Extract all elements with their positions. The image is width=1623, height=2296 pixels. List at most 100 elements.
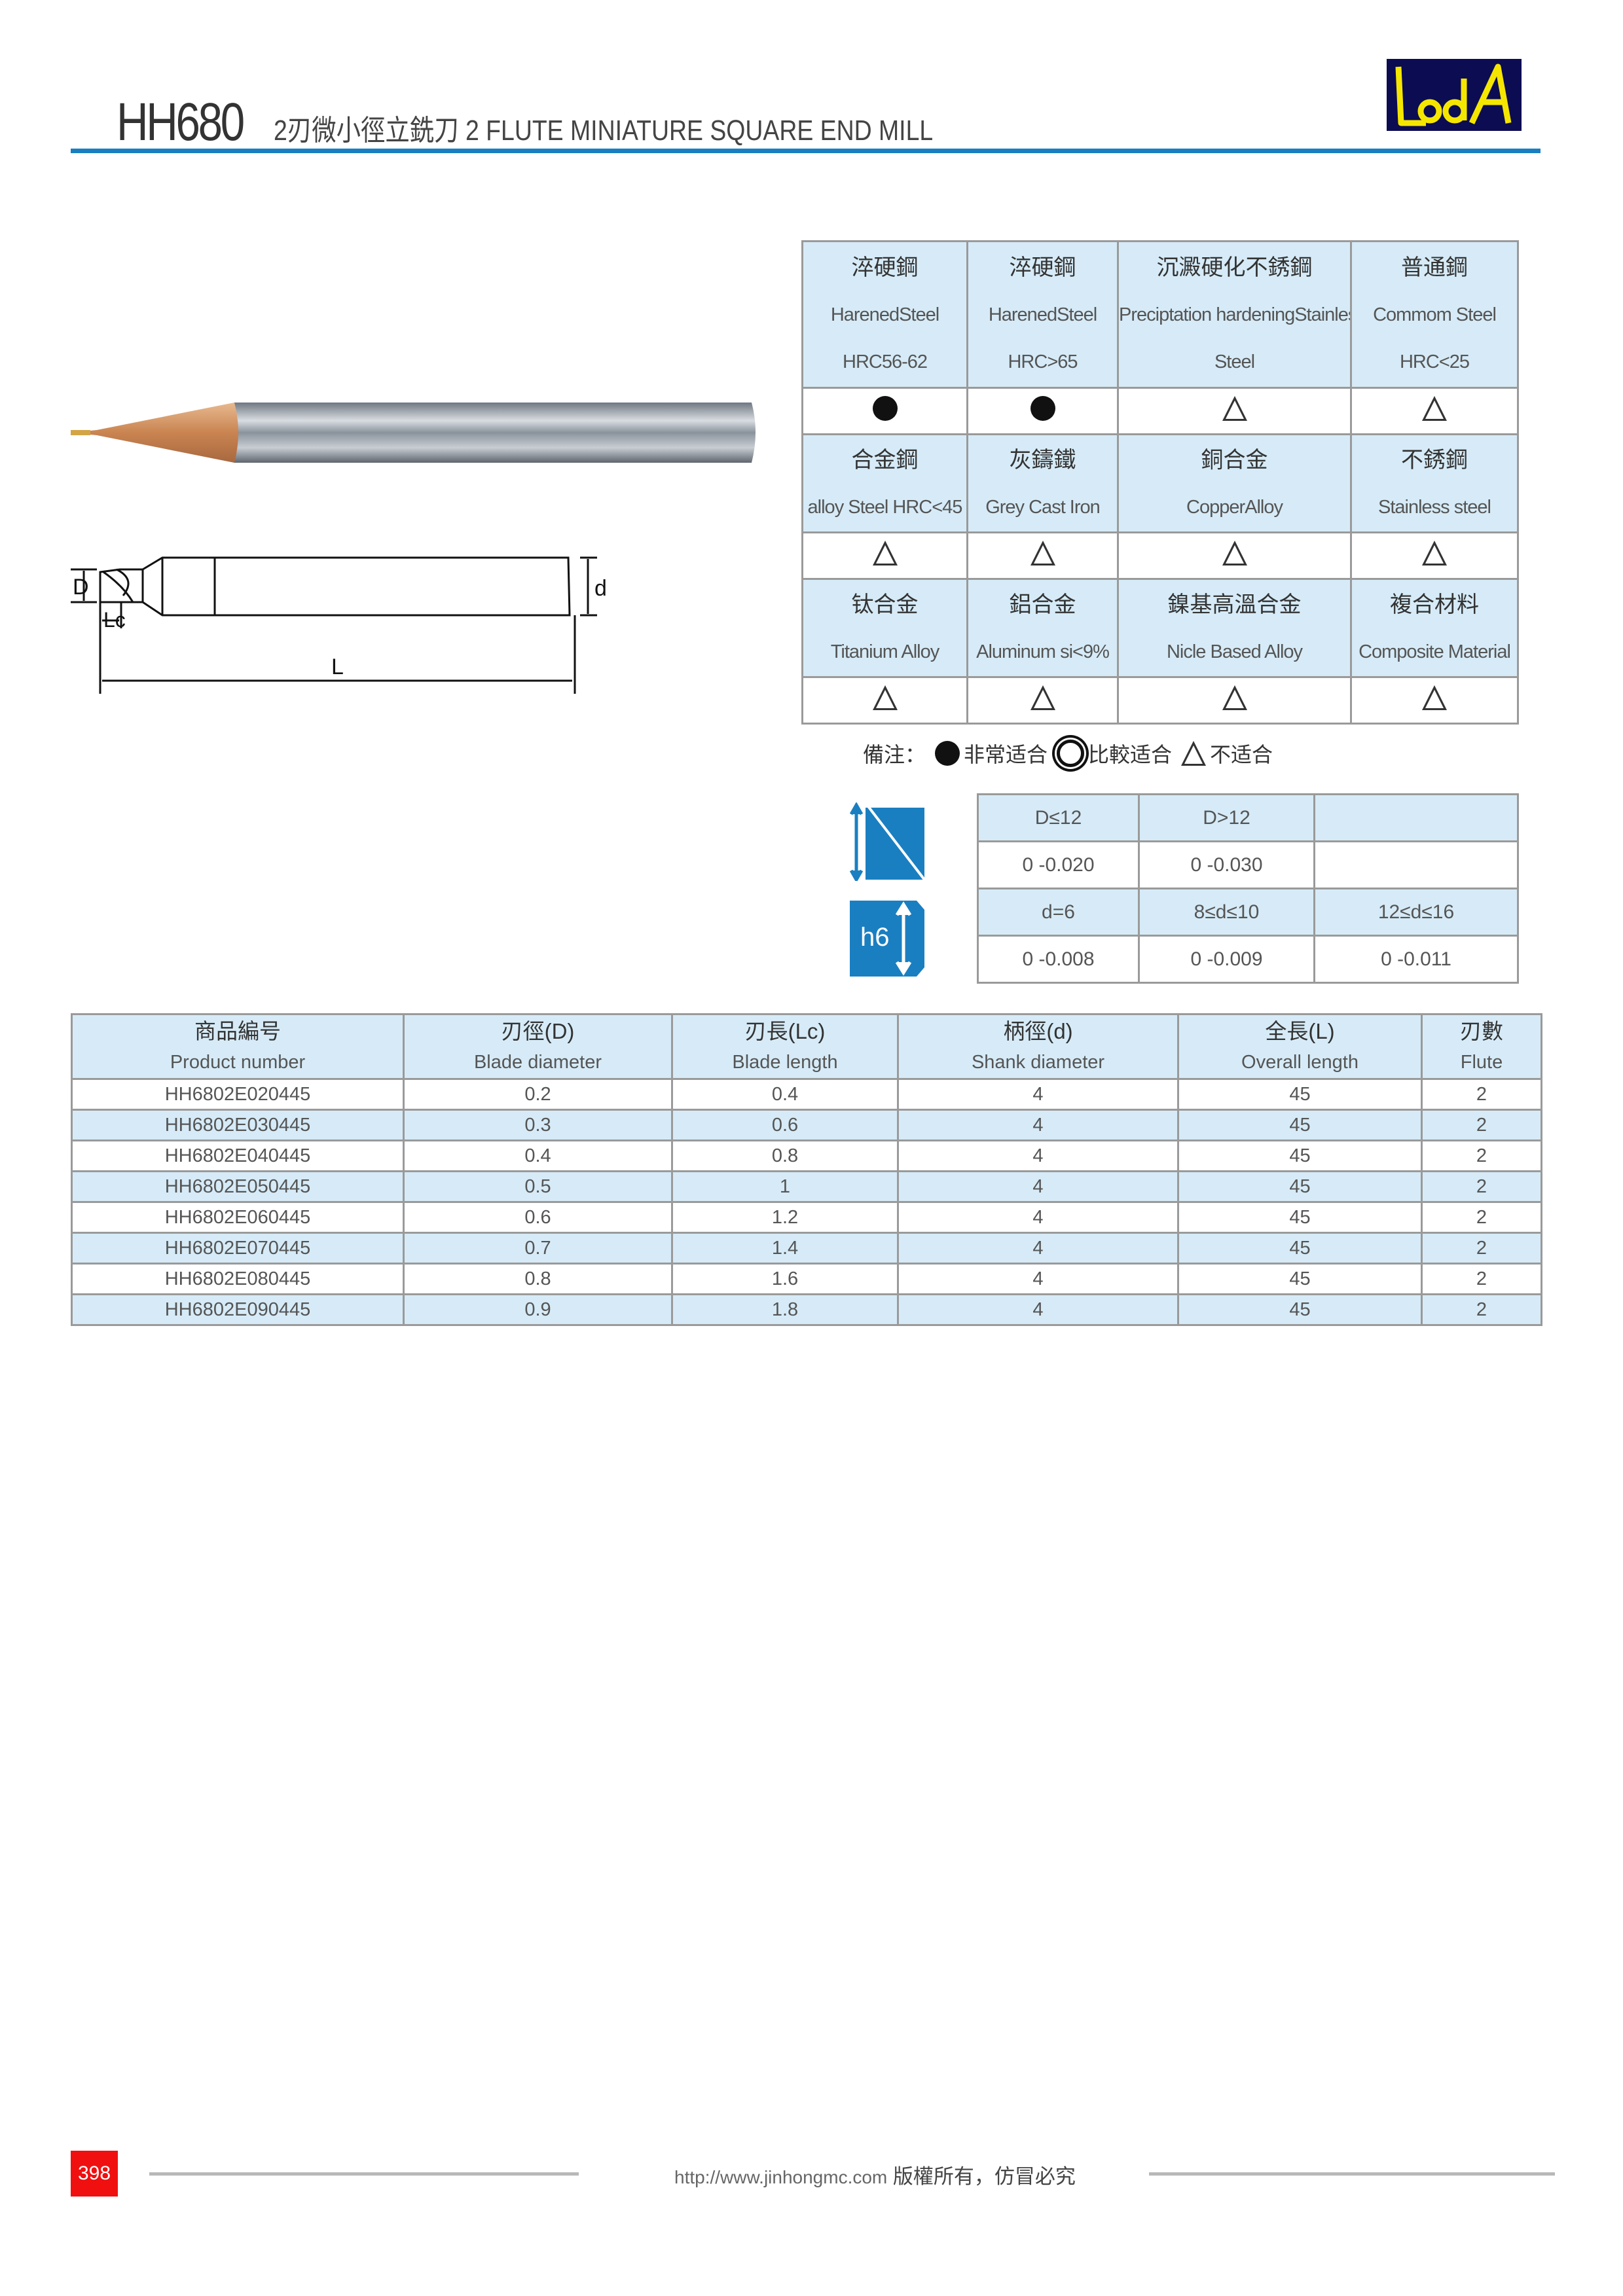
column-header-zh: 刃長(Lc) (744, 1019, 826, 1043)
label-Lc: Lc (103, 608, 126, 632)
column-header: 刃徑(D) Blade diameter (403, 1013, 673, 1080)
footer-divider-right (1149, 2172, 1555, 2176)
material-name-en: Nicle Based Alloy (1166, 641, 1303, 662)
table-cell: 0.8 (671, 1139, 899, 1172)
material-hardness: HRC>65 (1008, 351, 1078, 372)
material-name-zh: 合金鋼 (851, 447, 919, 473)
table-cell: 0.6 (403, 1201, 673, 1234)
table-cell: HH6802E080445 (71, 1263, 405, 1295)
table-cell: 0.3 (403, 1109, 673, 1141)
label-d: d (594, 576, 607, 601)
table-cell: 1 (671, 1170, 899, 1203)
tolerance-cell: 8≤d≤10 (1138, 888, 1315, 937)
table-row: HH6802E090445 0.9 1.8 4 45 2 (71, 1293, 1542, 1326)
suitability-row (801, 676, 1519, 725)
brand-logo (1387, 59, 1522, 131)
footer-divider-left (149, 2172, 579, 2176)
material-name-en: alloy Steel HRC<45 (807, 496, 963, 518)
tolerance-cell: 12≤d≤16 (1313, 888, 1519, 937)
tolerance-cell: D>12 (1138, 793, 1315, 842)
column-header: 刃數 Flute (1421, 1013, 1542, 1080)
material-name-en: Grey Cast Iron (985, 496, 1101, 518)
table-cell: 0.5 (403, 1170, 673, 1203)
table-cell: HH6802E050445 (71, 1170, 405, 1203)
table-row: HH6802E060445 0.6 1.2 4 45 2 (71, 1201, 1542, 1234)
material-cell: 銅合金 CopperAlloy (1117, 433, 1352, 533)
material-name-zh: 鎳基高溫合金 (1167, 592, 1302, 617)
suitability-cell (801, 531, 968, 580)
suitability-cell (801, 676, 968, 725)
table-cell: 45 (1177, 1232, 1423, 1265)
suitability-cell (1117, 531, 1352, 580)
table-cell: 0.9 (403, 1293, 673, 1326)
triangle-icon (1422, 685, 1447, 710)
column-header: 商品編号 Product number (71, 1013, 405, 1080)
triangle-icon (1422, 541, 1447, 565)
tolerance-row: 0 -0.020 0 -0.030 (977, 840, 1519, 889)
material-header-row: 合金鋼 alloy Steel HRC<45 灰鑄鐵 Grey Cast Iron 銅合… (801, 433, 1519, 533)
tolerance-row: 0 -0.008 0 -0.009 0 -0.011 (977, 935, 1519, 984)
material-header-row: 淬硬鋼 HarenedSteel HRC56-62 淬硬鋼 HarenedSteel HR… (801, 240, 1519, 389)
table-cell: 4 (897, 1232, 1179, 1265)
footer-url[interactable]: http://www.jinhongmc.com (674, 2167, 888, 2187)
material-hardness: Steel (1214, 351, 1255, 372)
material-cell: 合金鋼 alloy Steel HRC<45 (801, 433, 968, 533)
material-name-zh: 不銹鋼 (1401, 447, 1468, 473)
material-name-en: Composite Material (1359, 641, 1511, 662)
tolerance-cell: 0 -0.011 (1313, 935, 1519, 984)
column-header-zh: 柄徑(d) (1003, 1019, 1073, 1043)
material-cell: 普通鋼 Commom Steel HRC<25 (1350, 240, 1519, 389)
table-cell: 45 (1177, 1201, 1423, 1234)
triangle-icon (872, 685, 898, 710)
double-circle-icon (1057, 740, 1085, 767)
suitability-cell (1117, 676, 1352, 725)
material-name-zh: 灰鑄鐵 (1009, 447, 1076, 473)
tolerance-row: D≤12 D>12 (977, 793, 1519, 842)
h6-tolerance-icon: h6 (850, 901, 925, 977)
table-cell: HH6802E070445 (71, 1232, 405, 1265)
table-cell: HH6802E030445 (71, 1109, 405, 1141)
material-cell: 不銹鋼 Stainless steel (1350, 433, 1519, 533)
suitability-cell (801, 387, 968, 435)
h6-label: h6 (860, 923, 890, 952)
table-cell: 4 (897, 1139, 1179, 1172)
diameter-tolerance-icon (850, 802, 925, 881)
table-header-row: 商品編号 Product number 刃徑(D) Blade diameter 刃長(… (71, 1013, 1542, 1080)
suitability-row (801, 387, 1519, 435)
header-divider (71, 149, 1541, 153)
table-cell: HH6802E090445 (71, 1293, 405, 1326)
table-cell: 4 (897, 1201, 1179, 1234)
material-hardness: HRC<25 (1399, 351, 1470, 372)
material-name-zh: 普通鋼 (1401, 255, 1468, 280)
suitability-cell (1350, 531, 1519, 580)
label-L: L (331, 655, 344, 679)
page-title: 2刃微小徑立銑刀 2 FLUTE MINIATURE SQUARE END MI… (274, 115, 934, 147)
table-cell: HH6802E020445 (71, 1078, 405, 1111)
table-cell: 4 (897, 1170, 1179, 1203)
table-cell: 45 (1177, 1109, 1423, 1141)
label-D: D (73, 575, 89, 600)
table-cell: 45 (1177, 1139, 1423, 1172)
column-header-en: Overall length (1241, 1052, 1359, 1073)
table-cell: 4 (897, 1109, 1179, 1141)
table-cell: 2 (1421, 1263, 1542, 1295)
column-header-en: Shank diameter (971, 1052, 1105, 1073)
footer-copyright-text: 版權所有，仿冒必究 (892, 2165, 1076, 2188)
material-name-en: HarenedSteel (988, 304, 1097, 325)
material-header-row: 钛合金 Titanium Alloy 鋁合金 Aluminum si<9% 鎳基高溫合金… (801, 578, 1519, 678)
table-cell: 2 (1421, 1201, 1542, 1234)
column-header-en: Flute (1460, 1052, 1503, 1073)
footer-copyright: http://www.jinhongmc.com 版權所有，仿冒必究 (674, 2160, 1076, 2189)
table-row: HH6802E070445 0.7 1.4 4 45 2 (71, 1232, 1542, 1265)
triangle-icon (1422, 396, 1447, 421)
table-cell: 2 (1421, 1109, 1542, 1141)
table-cell: 2 (1421, 1232, 1542, 1265)
material-cell: 灰鑄鐵 Grey Cast Iron (966, 433, 1119, 533)
tolerance-cell: 0 -0.030 (1138, 840, 1315, 889)
filled-circle-icon (1030, 396, 1055, 421)
suitability-cell (966, 531, 1119, 580)
legend-item: 非常适合 (935, 738, 1048, 768)
table-cell: 4 (897, 1078, 1179, 1111)
column-header: 柄徑(d) Shank diameter (897, 1013, 1179, 1080)
table-row: HH6802E020445 0.2 0.4 4 45 2 (71, 1078, 1542, 1111)
